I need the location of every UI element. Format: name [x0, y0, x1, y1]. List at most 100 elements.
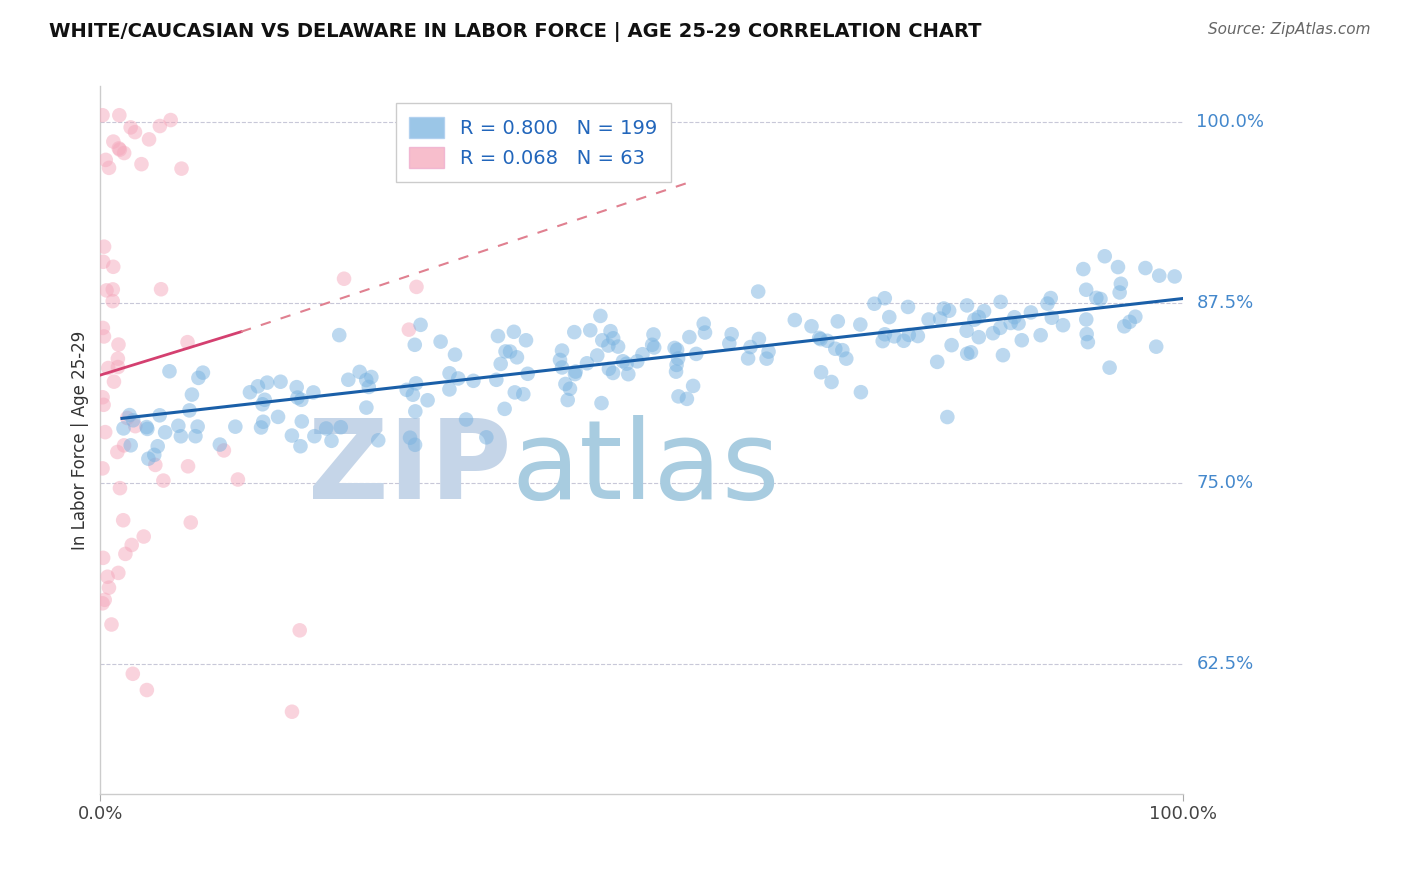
Point [107, 337, 129, 351]
Point [1011, 333, 1033, 347]
Point [718, 336, 741, 351]
Point [395, 383, 418, 397]
Point [91, 596, 114, 610]
Point [304, 429, 326, 443]
Point [103, 260, 125, 274]
Point [91, 550, 114, 565]
Point [907, 329, 929, 343]
Point [409, 318, 432, 332]
Point [112, 513, 135, 527]
Point [224, 419, 246, 434]
Point [827, 314, 849, 328]
Point [356, 401, 378, 415]
Point [586, 348, 609, 362]
Point [191, 366, 214, 380]
Point [149, 119, 172, 133]
Point [643, 327, 665, 342]
Point [288, 624, 311, 638]
Point [135, 683, 157, 698]
Point [91, 108, 114, 122]
Point [1090, 292, 1112, 306]
Point [973, 304, 995, 318]
Point [591, 396, 613, 410]
Point [181, 387, 204, 401]
Point [354, 373, 377, 387]
Point [357, 380, 380, 394]
Point [132, 529, 155, 543]
Point [447, 371, 470, 385]
Point [285, 380, 308, 394]
Point [1029, 328, 1052, 343]
Point [121, 666, 143, 681]
Point [967, 310, 990, 324]
Point [1144, 340, 1167, 354]
Point [184, 429, 207, 443]
Point [212, 443, 235, 458]
Point [122, 413, 145, 427]
Point [758, 344, 780, 359]
Point [404, 338, 426, 352]
Point [439, 383, 461, 397]
Point [93, 592, 115, 607]
Point [917, 312, 939, 326]
Point [252, 415, 274, 429]
Point [643, 341, 665, 355]
Point [1135, 260, 1157, 275]
Point [112, 146, 135, 161]
Y-axis label: In Labor Force | Age 25-29: In Labor Force | Age 25-29 [72, 330, 89, 549]
Point [666, 343, 689, 357]
Point [1076, 312, 1098, 326]
Point [1109, 277, 1132, 291]
Point [877, 310, 900, 324]
Text: atlas: atlas [512, 415, 780, 522]
Point [187, 371, 209, 385]
Point [93, 329, 115, 343]
Point [337, 373, 360, 387]
Point [599, 324, 621, 338]
Point [579, 323, 602, 337]
Point [562, 325, 585, 339]
Point [631, 347, 654, 361]
Point [117, 411, 139, 425]
Point [360, 370, 382, 384]
Point [91, 390, 114, 404]
Point [1076, 283, 1098, 297]
Point [149, 409, 172, 423]
Point [494, 401, 516, 416]
Text: Source: ZipAtlas.com: Source: ZipAtlas.com [1208, 22, 1371, 37]
Point [118, 408, 141, 422]
Point [250, 420, 273, 434]
Point [159, 113, 181, 128]
Point [138, 451, 160, 466]
Point [97, 570, 120, 584]
Point [329, 420, 352, 434]
Point [96, 284, 118, 298]
Point [873, 291, 896, 305]
Point [897, 300, 920, 314]
Point [755, 351, 778, 366]
Point [399, 431, 422, 445]
Point [990, 294, 1012, 309]
Point [893, 334, 915, 348]
Point [101, 294, 124, 309]
Point [612, 354, 634, 368]
Point [281, 428, 304, 442]
Point [270, 375, 292, 389]
Point [967, 330, 990, 344]
Point [1077, 335, 1099, 350]
Point [405, 376, 427, 391]
Point [121, 538, 143, 552]
Point [1036, 296, 1059, 310]
Point [463, 374, 485, 388]
Point [499, 344, 522, 359]
Point [246, 379, 269, 393]
Point [1052, 318, 1074, 333]
Point [835, 351, 858, 366]
Point [177, 459, 200, 474]
Point [489, 357, 512, 371]
Point [93, 398, 115, 412]
Point [103, 375, 125, 389]
Point [1118, 315, 1140, 329]
Point [252, 397, 274, 411]
Point [100, 617, 122, 632]
